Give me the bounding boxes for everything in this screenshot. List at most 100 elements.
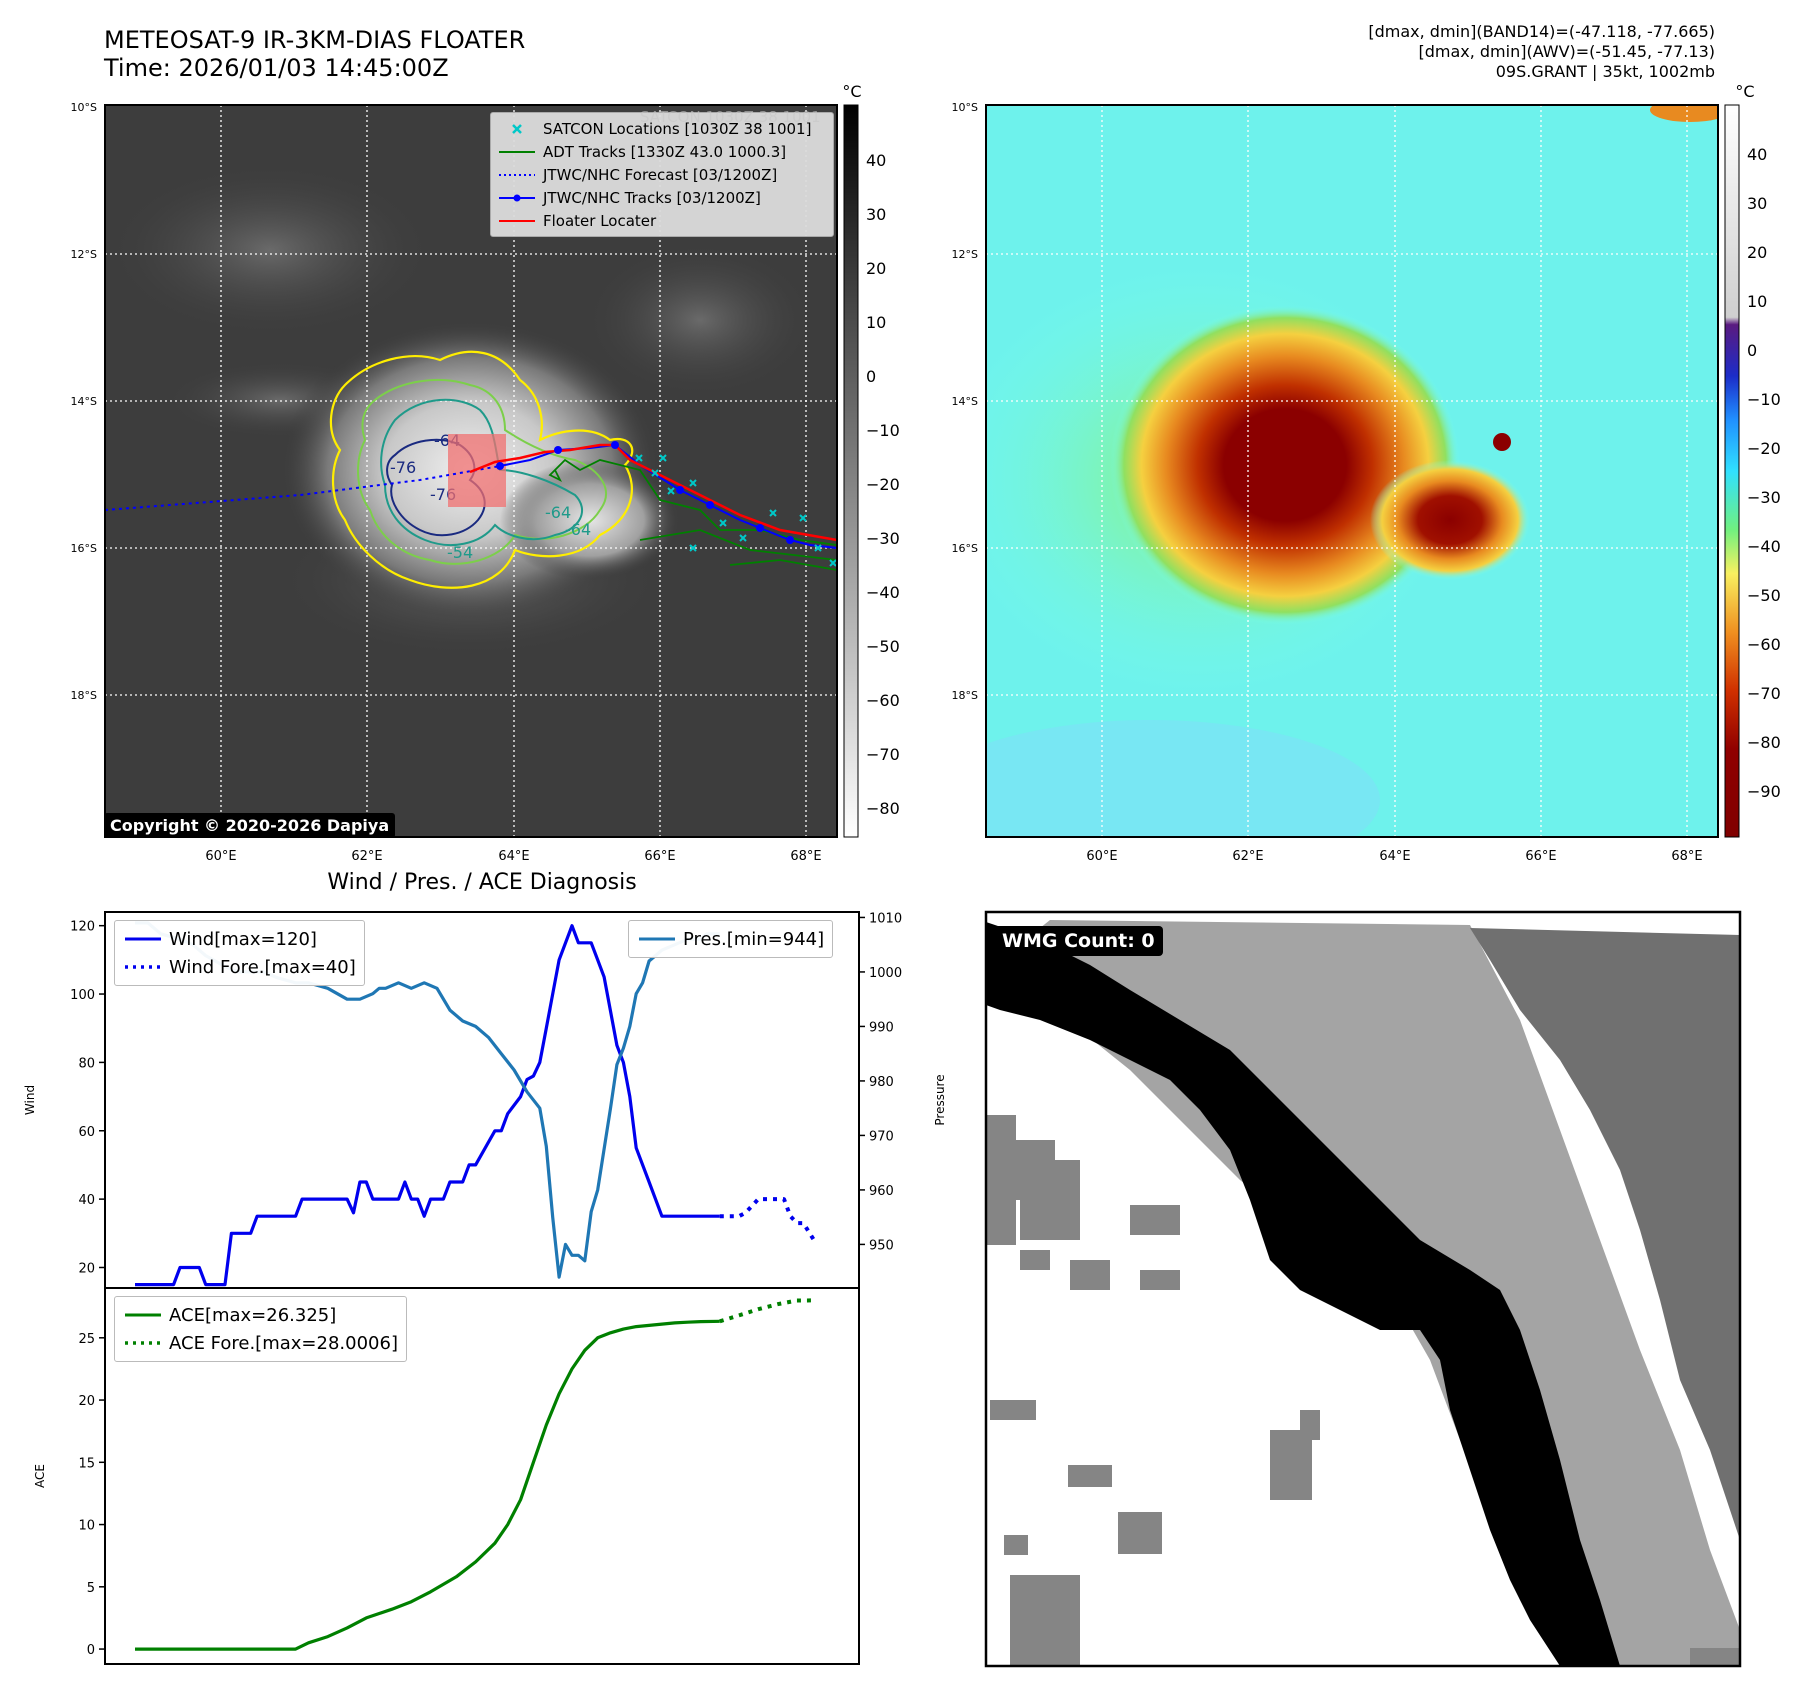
lon-label: 62°E — [351, 849, 382, 864]
tick-label: 60 — [78, 1125, 95, 1140]
wind-axis-ticks: 20 40 60 80 100 120 — [70, 920, 105, 1276]
cbar-tick: −30 — [1747, 488, 1781, 507]
wind-legend: Wind[max=120] Wind Fore.[max=40] — [114, 920, 365, 986]
tick-label: 15 — [78, 1456, 95, 1471]
cbar-tick: −30 — [866, 529, 900, 548]
line-icon — [499, 150, 535, 153]
legend-floater: Floater Locater — [497, 209, 827, 232]
legend-jtwc-tracks: JTWC/NHC Tracks [03/1200Z] — [497, 186, 827, 209]
tick-label: 20 — [78, 1261, 95, 1276]
stats-line-3: 09S.GRANT | 35kt, 1002mb — [1495, 62, 1715, 81]
diagnosis-title: Wind / Pres. / ACE Diagnosis — [327, 870, 637, 895]
tick-label: 20 — [78, 1394, 95, 1409]
tick-label: 0 — [87, 1643, 95, 1658]
legend-ace-forecast: ACE Fore.[max=28.0006] — [123, 1329, 398, 1357]
cbar-tick: 0 — [1747, 341, 1757, 360]
contour-label: -64 — [565, 520, 591, 539]
tick-label: 950 — [869, 1238, 894, 1253]
lat-label: 18°S — [952, 689, 978, 702]
cbar-tick: −40 — [866, 583, 900, 602]
title-line-1: METEOSAT-9 IR-3KM-DIAS FLOATER — [104, 26, 526, 54]
tick-label: 25 — [78, 1332, 95, 1347]
cbar-tick: 10 — [1747, 292, 1767, 311]
copyright-badge: Copyright © 2020-2026 Dapiya — [104, 813, 396, 838]
legend-jtwc-forecast: JTWC/NHC Forecast [03/1200Z] — [497, 163, 827, 186]
cbar-tick: −20 — [1747, 439, 1781, 458]
cbar-tick: 40 — [866, 151, 886, 170]
contour-label: -76 — [390, 458, 416, 477]
lat-label: 12°S — [952, 248, 978, 261]
cbar-tick: −90 — [1747, 782, 1781, 801]
legend-wind: Wind[max=120] — [123, 925, 356, 953]
lon-label: 66°E — [1525, 849, 1556, 864]
contour-yellow — [329, 350, 634, 589]
awv-colorbar — [1724, 104, 1740, 838]
series-line-0 — [135, 924, 720, 1287]
figure-title: METEOSAT-9 IR-3KM-DIAS FLOATER Time: 202… — [104, 26, 525, 82]
lat-label: 14°S — [71, 395, 97, 408]
faint-satcon-label: SATCON 1030Z 38 1001 — [640, 108, 821, 126]
jtwc-forecast-line — [105, 465, 501, 511]
tick-label: 980 — [869, 1075, 894, 1090]
lat-label: 18°S — [71, 689, 97, 702]
lon-label: 64°E — [498, 849, 529, 864]
legend-label: Wind Fore.[max=40] — [169, 956, 356, 978]
jtwc-track-points — [496, 441, 794, 544]
legend-label: Floater Locater — [543, 211, 657, 230]
lat-label: 10°S — [952, 101, 978, 114]
ir-frame — [104, 104, 838, 838]
awv-field — [986, 105, 1718, 837]
contour-label: -64 — [545, 503, 571, 522]
cbar-tick: 20 — [866, 259, 886, 278]
x-marker-icon — [512, 123, 522, 134]
legend-label: JTWC/NHC Forecast [03/1200Z] — [543, 165, 778, 184]
legend-adt: ADT Tracks [1330Z 43.0 1000.3] — [497, 140, 827, 163]
tick-label: 990 — [869, 1020, 894, 1035]
tick-label: 100 — [70, 988, 95, 1003]
ir-tracks — [105, 441, 837, 571]
legend-label: JTWC/NHC Tracks [03/1200Z] — [543, 188, 761, 207]
lon-label: 64°E — [1379, 849, 1410, 864]
contour-green — [357, 379, 607, 565]
stats-block: [dmax, dmin](BAND14)=(-47.118, -77.665) … — [1368, 22, 1715, 82]
lon-label: 68°E — [1671, 849, 1702, 864]
ir-lat-labels: 10°S 12°S 14°S 16°S 18°S — [71, 101, 97, 702]
series-line-3 — [135, 1319, 720, 1651]
cbar-tick: −50 — [1747, 586, 1781, 605]
lat-label: 16°S — [71, 542, 97, 555]
cbar-tick: 30 — [866, 205, 886, 224]
cbar-tick: 20 — [1747, 243, 1767, 262]
line-icon — [639, 937, 675, 941]
lon-label: 60°E — [1086, 849, 1117, 864]
lat-label: 12°S — [71, 248, 97, 261]
wind-axis-label: Wind — [23, 1085, 37, 1115]
cbar-tick: 40 — [1747, 145, 1767, 164]
awv-panel: °C 40 30 20 10 0 −10 −20 −30 −40 −50 −60… — [952, 82, 1781, 864]
lon-label: 68°E — [790, 849, 821, 864]
tick-label: 10 — [78, 1519, 95, 1534]
tick-label: 960 — [869, 1184, 894, 1199]
tick-label: 80 — [78, 1056, 95, 1071]
tick-label: 40 — [78, 1193, 95, 1208]
series-line-1 — [719, 1197, 818, 1245]
series-line-4 — [719, 1298, 817, 1324]
lon-label: 60°E — [205, 849, 236, 864]
stats-line-1: [dmax, dmin](BAND14)=(-47.118, -77.665) — [1368, 22, 1715, 41]
cbar-tick: 30 — [1747, 194, 1767, 213]
tick-label: 120 — [70, 920, 95, 935]
tick-label: 1010 — [869, 911, 902, 926]
legend-label: SATCON Locations [1030Z 38 1001] — [543, 119, 812, 138]
ace-axis-label: ACE — [33, 1464, 47, 1488]
cbar-tick: −60 — [866, 691, 900, 710]
tick-label: 970 — [869, 1129, 894, 1144]
cbar-tick: 10 — [866, 313, 886, 332]
cbar-tick: 0 — [866, 367, 876, 386]
wmg-count-badge: WMG Count: 0 — [994, 926, 1163, 956]
wmg-black-band — [986, 922, 1620, 1666]
line-icon — [125, 937, 161, 941]
cbar-tick: −20 — [866, 475, 900, 494]
legend-wind-forecast: Wind Fore.[max=40] — [123, 953, 356, 981]
contour-label: -54 — [447, 543, 473, 562]
pressure-legend: Pres.[min=944] — [628, 920, 834, 958]
